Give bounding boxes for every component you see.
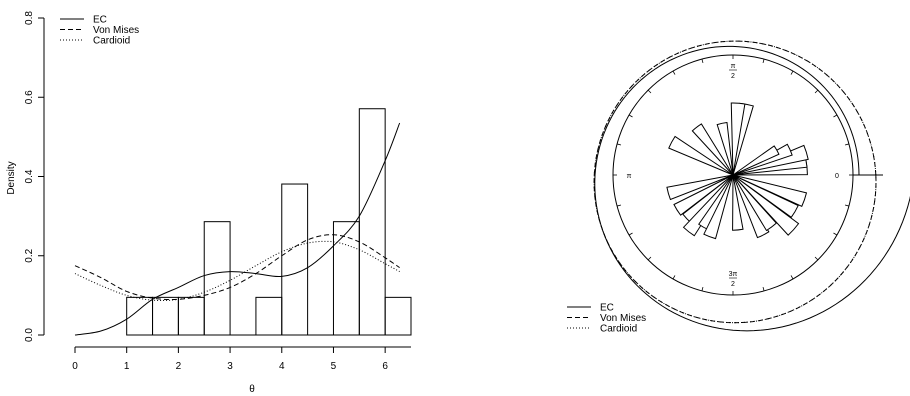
x-tick-label-5: 5 — [331, 361, 337, 372]
angle-label-denominator: 2 — [731, 73, 735, 80]
legend-label-0: EC — [600, 303, 614, 314]
rose-petal-9 — [668, 135, 734, 176]
x-tick-label-1: 1 — [124, 361, 130, 372]
histogram-bars — [126, 108, 412, 336]
legend-label-1: Von Mises — [93, 25, 139, 36]
rose-petal-20 — [732, 174, 799, 219]
circle-tick-13 — [616, 204, 622, 207]
histogram-bar-10 — [384, 296, 412, 336]
histogram-axes — [43, 18, 411, 348]
rose-petal-18 — [732, 174, 778, 232]
rose-petal-15 — [703, 174, 734, 240]
histogram-bar-6 — [281, 183, 309, 336]
circle-tick-4 — [790, 70, 794, 75]
angle-label-0: 0 — [835, 173, 839, 180]
circular-curve-cardioid — [593, 40, 877, 324]
y-tick-label-0: 0.0 — [24, 328, 35, 342]
histogram-bar-9 — [358, 108, 386, 336]
circle-tick-16 — [672, 275, 676, 280]
rose-petal-10 — [666, 174, 734, 201]
angle-label-numerator: 3π — [729, 271, 738, 278]
rose-petal-19 — [732, 174, 800, 236]
histogram-bar-5 — [255, 296, 283, 336]
x-axis-label: θ — [249, 384, 255, 395]
rose-petal-21 — [732, 174, 808, 208]
histogram-bar-8 — [332, 221, 360, 336]
histogram-bar-1 — [152, 296, 179, 336]
angle-label-3: 3π2 — [729, 271, 738, 288]
legend-label-0: EC — [93, 15, 107, 26]
x-tick-label-6: 6 — [382, 361, 388, 372]
rose-petals — [666, 102, 809, 240]
circle-tick-20 — [790, 275, 794, 280]
density-curve-von-mises — [74, 234, 400, 301]
y-tick-label-3: 0.6 — [24, 90, 35, 104]
y-tick-label-4: 0.8 — [24, 11, 35, 25]
x-tick-label-2: 2 — [176, 361, 182, 372]
y-tick-label-1: 0.2 — [24, 248, 35, 262]
axis-ticks: 0 1 2 3 4 5 6 0.0 0.2 0.4 0.6 0.8 — [24, 11, 388, 372]
x-tick-label-4: 4 — [279, 361, 285, 372]
circle-tick-9 — [647, 89, 652, 94]
density-curve-cardioid — [74, 240, 400, 302]
circular-curve-ec — [594, 45, 910, 332]
circle-tick-8 — [672, 70, 676, 75]
y-tick-label-2: 0.4 — [24, 169, 35, 183]
angle-label-2: π — [627, 173, 632, 180]
circle-tick-14 — [628, 232, 633, 236]
density-curves — [74, 122, 401, 336]
rose-petal-11 — [673, 174, 734, 216]
angle-label-1: π2 — [728, 63, 737, 80]
angle-label-numerator: π — [731, 63, 736, 70]
rose-petal-6 — [730, 102, 746, 176]
legend-label-1: Von Mises — [600, 313, 646, 324]
histogram-bar-3 — [203, 221, 231, 336]
circle-tick-2 — [833, 114, 838, 118]
circle-tick-3 — [814, 89, 819, 94]
histogram-bar-2 — [177, 296, 205, 336]
rose-petal-4 — [732, 145, 780, 176]
rose-petal-8 — [691, 123, 734, 176]
circle-ticks — [613, 55, 853, 295]
x-tick-label-3: 3 — [227, 361, 233, 372]
rose-petal-16 — [732, 174, 744, 231]
x-tick-label-0: 0 — [72, 361, 78, 372]
rose-petal-13 — [682, 174, 734, 237]
circle-tick-17 — [701, 286, 704, 292]
circle-tick-19 — [762, 286, 765, 292]
circle-tick-11 — [616, 143, 622, 146]
legend-label-2: Cardioid — [93, 36, 130, 47]
angle-label-denominator: 2 — [731, 281, 735, 288]
circle-tick-5 — [762, 58, 765, 64]
circle-tick-15 — [647, 256, 652, 261]
circular-curve-von-mises — [593, 40, 877, 324]
circle-tick-1 — [844, 143, 850, 146]
circle-tick-7 — [701, 58, 704, 64]
circle-tick-21 — [814, 256, 819, 261]
legend-label-2: Cardioid — [600, 324, 637, 335]
circle-tick-22 — [833, 232, 838, 236]
circle-tick-10 — [628, 114, 633, 118]
circle-tick-23 — [844, 204, 850, 207]
rose-petal-7 — [716, 121, 734, 176]
y-axis-label: Density — [6, 161, 17, 194]
density-curve-ec — [74, 122, 401, 336]
circular-density-curves — [593, 40, 910, 332]
